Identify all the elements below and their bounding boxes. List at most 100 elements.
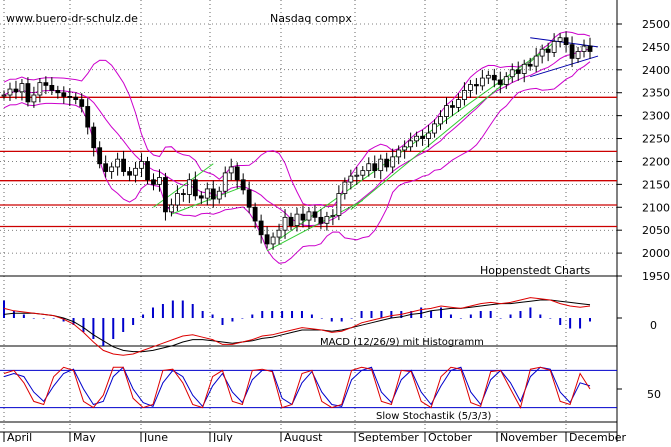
month-label: December bbox=[569, 431, 627, 442]
candle-body bbox=[7, 88, 13, 96]
candle-body bbox=[43, 82, 49, 86]
macd-histogram-bar bbox=[241, 318, 244, 319]
candle-body bbox=[198, 195, 204, 199]
macd-histogram-bar bbox=[12, 311, 15, 318]
candle-body bbox=[192, 179, 198, 197]
macd-histogram-bar bbox=[221, 318, 224, 325]
candle-body bbox=[85, 106, 91, 128]
macd-histogram-bar bbox=[271, 311, 274, 318]
candle-body bbox=[378, 158, 384, 172]
macd-histogram-bar bbox=[42, 318, 45, 319]
macd-panel bbox=[3, 297, 622, 356]
candle-body bbox=[384, 158, 390, 168]
macd-histogram-bar bbox=[569, 318, 572, 329]
candle-body bbox=[97, 147, 103, 165]
candle-body bbox=[366, 163, 372, 172]
candle-body bbox=[557, 37, 563, 42]
macd-histogram-bar bbox=[370, 311, 373, 318]
macd-histogram-bar bbox=[122, 318, 125, 332]
candle-body bbox=[342, 181, 348, 194]
candle-body bbox=[527, 63, 533, 67]
candle-body bbox=[163, 177, 168, 213]
macd-histogram-bar bbox=[261, 311, 264, 318]
macd-histogram-bar bbox=[231, 318, 234, 322]
macd-histogram-bar bbox=[22, 314, 25, 318]
macd-histogram-bar bbox=[440, 307, 443, 318]
macd-histogram-bar bbox=[92, 318, 95, 339]
candle-body bbox=[450, 105, 455, 108]
macd-histogram-bar bbox=[479, 311, 482, 318]
candle-body bbox=[462, 90, 467, 100]
candle-body bbox=[324, 216, 330, 224]
macd-histogram-bar bbox=[449, 314, 452, 318]
candle-body bbox=[222, 172, 228, 192]
candle-body bbox=[390, 156, 396, 168]
candle-body bbox=[234, 166, 240, 181]
candle-body bbox=[115, 158, 121, 168]
candle-body bbox=[575, 51, 581, 59]
price-tick-label: 2350 bbox=[642, 87, 670, 100]
stoch-d-line bbox=[3, 366, 591, 408]
macd-zero-tick: 0 bbox=[650, 319, 657, 332]
candle-body bbox=[396, 149, 402, 158]
chart-title: Nasdaq compx bbox=[270, 12, 352, 25]
candle-body bbox=[372, 163, 378, 172]
macd-histogram-bar bbox=[132, 318, 135, 325]
candle-body bbox=[497, 79, 503, 85]
candle-body bbox=[133, 167, 138, 176]
macd-histogram-bar bbox=[300, 311, 303, 318]
macd-histogram-bar bbox=[589, 318, 591, 322]
price-tick-label: 2150 bbox=[642, 178, 670, 191]
macd-histogram-bar bbox=[82, 318, 85, 332]
macd-histogram-bar bbox=[161, 304, 164, 318]
candle-body bbox=[330, 215, 336, 217]
candle-body bbox=[587, 45, 593, 52]
candle-body bbox=[509, 69, 515, 78]
month-label: August bbox=[284, 431, 323, 442]
macd-histogram-bar bbox=[151, 307, 154, 318]
stoch-k-line bbox=[3, 366, 591, 409]
macd-histogram-bar bbox=[499, 318, 502, 319]
candle-body bbox=[521, 63, 527, 74]
price-tick-label: 2000 bbox=[642, 247, 670, 260]
candle-body bbox=[103, 163, 109, 172]
price-tick-label: 2500 bbox=[642, 18, 670, 31]
price-tick-label: 2450 bbox=[642, 41, 670, 54]
macd-histogram-bar bbox=[509, 314, 512, 318]
candle-body bbox=[79, 99, 85, 107]
candle-body bbox=[13, 88, 19, 93]
month-labels: April May June July August September October No… bbox=[7, 431, 627, 444]
candle-body bbox=[468, 84, 473, 91]
month-label: July bbox=[212, 431, 233, 442]
macd-histogram-bar bbox=[102, 318, 105, 346]
stoch-panel bbox=[0, 366, 622, 409]
macd-histogram-bar bbox=[201, 311, 204, 318]
price-tick-label: 2200 bbox=[642, 155, 670, 168]
price-tick-label: 2100 bbox=[642, 201, 670, 214]
candle-body bbox=[276, 229, 282, 238]
macd-histogram-bar bbox=[191, 304, 194, 318]
macd-histogram-bar bbox=[251, 314, 254, 318]
month-label: September bbox=[358, 431, 419, 442]
candle-body bbox=[288, 216, 294, 226]
month-label: May bbox=[73, 431, 96, 442]
candle-body bbox=[55, 90, 61, 94]
macd-histogram-bar bbox=[579, 318, 582, 329]
candle-body bbox=[1, 94, 7, 97]
month-label: April bbox=[7, 431, 32, 442]
candle-body bbox=[31, 94, 37, 103]
candle-body bbox=[360, 170, 366, 176]
macd-histogram-bar bbox=[112, 318, 115, 339]
macd-histogram-bar bbox=[340, 318, 343, 322]
stoch-label: Slow Stochastik (5/3/3) bbox=[376, 411, 492, 422]
candle-body bbox=[264, 234, 270, 245]
candle-body bbox=[37, 82, 43, 96]
candle-body bbox=[426, 132, 431, 139]
candle-body bbox=[515, 69, 521, 74]
macd-histogram-bar bbox=[519, 311, 522, 318]
candle-body bbox=[473, 84, 479, 87]
candle-body bbox=[252, 206, 258, 222]
candle-body bbox=[204, 188, 210, 199]
candle-body bbox=[240, 179, 246, 191]
